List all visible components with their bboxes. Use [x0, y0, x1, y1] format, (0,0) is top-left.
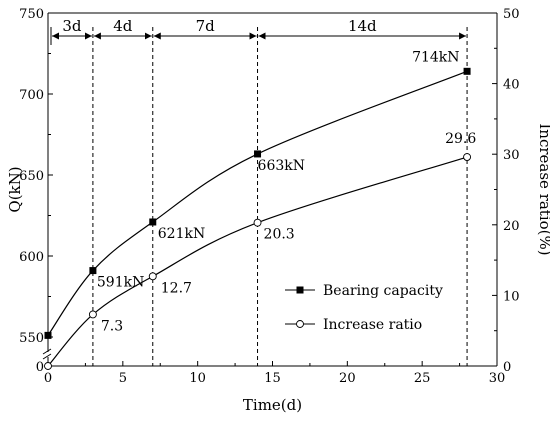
axis-break-mark-upper — [42, 348, 52, 355]
data-point-circle — [88, 310, 97, 319]
data-label: 7.3 — [101, 318, 123, 334]
data-point-square — [44, 331, 52, 339]
data-point-circle — [463, 153, 472, 161]
legend-label: Increase ratio — [323, 317, 422, 333]
data-point-circle — [148, 272, 157, 281]
left-y-tick-label: 700 — [19, 88, 44, 103]
data-label: 29.6 — [445, 131, 476, 147]
left-y-tick-label: 650 — [19, 169, 44, 184]
data-point-square — [89, 267, 97, 275]
series-line-1 — [47, 156, 468, 367]
axis-break-mark-lower — [42, 353, 52, 360]
data-label: 663kN — [258, 158, 305, 174]
left-y-tick-label: 600 — [19, 250, 44, 265]
x-tick-label: 20 — [339, 371, 356, 386]
data-point-square — [254, 150, 262, 158]
legend-label: Bearing capacity — [323, 283, 443, 299]
data-point-circle — [253, 218, 262, 227]
interval-label: 3d — [62, 17, 82, 35]
x-axis-title: Time(d) — [243, 396, 302, 414]
right-y-tick-label: 50 — [503, 7, 520, 22]
data-label: 591kN — [97, 275, 144, 291]
x-tick-label: 30 — [489, 371, 506, 386]
x-tick-label: 15 — [264, 371, 281, 386]
x-tick-label: 25 — [414, 371, 431, 386]
right-y-tick-label: 30 — [503, 148, 520, 163]
x-tick-label: 5 — [119, 371, 127, 386]
interval-label: 14d — [348, 17, 377, 35]
left-y-tick-label: 550 — [19, 331, 44, 346]
right-y-tick-label: 10 — [503, 289, 520, 304]
legend-marker-circle — [296, 320, 304, 328]
x-tick-label: 0 — [44, 371, 52, 386]
data-label: 12.7 — [161, 280, 192, 296]
left-y-tick-label: 750 — [19, 7, 44, 22]
right-y-tick-label: 40 — [503, 78, 520, 93]
interval-label: 7d — [196, 17, 216, 35]
x-tick-label: 10 — [189, 371, 206, 386]
left-y-axis-title: Q(kN) — [6, 166, 24, 212]
left-y-origin-label: 0 — [36, 360, 44, 375]
data-label: 20.3 — [264, 227, 295, 243]
interval-label: 4d — [113, 17, 133, 35]
right-y-tick-label: 0 — [503, 360, 511, 375]
data-label: 621kN — [158, 226, 205, 242]
legend-marker-square — [296, 286, 304, 294]
right-y-tick-label: 20 — [503, 219, 520, 234]
data-point-square — [463, 67, 471, 75]
data-point-square — [149, 218, 157, 226]
plot-area — [42, 12, 498, 370]
data-label: 714kN — [412, 49, 459, 65]
right-y-axis-title: Increase ratio(%) — [536, 123, 550, 255]
data-point-circle — [44, 362, 52, 370]
series-line-0 — [47, 70, 468, 336]
